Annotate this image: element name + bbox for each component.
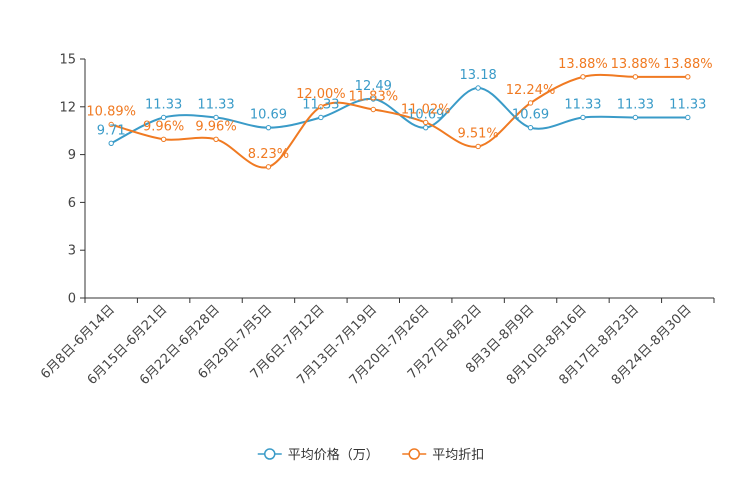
data-point: [108, 121, 114, 128]
y-tick-label: 12: [59, 100, 76, 115]
y-tick-label: 0: [68, 292, 76, 307]
data-point: [423, 119, 429, 126]
data-label: 9.96%: [143, 119, 184, 134]
data-point: [685, 114, 691, 121]
data-point: [370, 96, 376, 102]
legend-label: 平均价格（万）: [288, 447, 379, 463]
data-label: 13.18: [460, 68, 497, 83]
data-label: 11.83%: [349, 90, 399, 105]
data-point: [423, 124, 429, 131]
data-point: [318, 114, 324, 121]
data-point: [527, 124, 534, 131]
data-point: [213, 136, 219, 143]
data-label: 12.24%: [506, 83, 556, 98]
data-label: 11.33: [669, 97, 706, 112]
data-point: [632, 74, 639, 80]
legend-item-2[interactable]: 平均折扣: [402, 448, 484, 463]
data-point: [580, 74, 586, 80]
data-point: [160, 136, 167, 143]
data-label: 10.89%: [86, 104, 136, 119]
data-point: [632, 114, 639, 121]
data-label: 11.33: [302, 97, 339, 112]
data-labels-layer: 9.71 11.33 11.33 10.69 11.33 12.49 10.69 13.18 1…: [86, 57, 712, 162]
legend-marker-icon: [408, 448, 420, 460]
y-tick-label: 6: [68, 196, 76, 211]
data-label: 13.88%: [611, 57, 661, 72]
series-layer: [108, 73, 691, 170]
data-label: 10.69: [512, 108, 549, 123]
data-point: [475, 85, 481, 91]
data-label: 9.71: [97, 123, 126, 138]
data-point: [527, 100, 534, 106]
y-tick-label: 9: [68, 148, 76, 163]
data-point: [318, 104, 324, 110]
data-label: 11.33: [145, 97, 182, 112]
data-point: [265, 164, 272, 170]
data-point: [685, 74, 691, 80]
data-point: [370, 106, 376, 113]
data-point: [160, 114, 167, 121]
data-label: 13.88%: [558, 57, 608, 72]
data-label: 12.49: [355, 79, 392, 94]
data-label: 10.69: [250, 108, 287, 123]
data-label: 9.51%: [457, 126, 498, 141]
data-point: [108, 140, 114, 146]
data-label: 11.02%: [401, 102, 451, 117]
y-tick-label: 15: [59, 53, 76, 68]
data-point: [580, 114, 586, 121]
legend-item-1[interactable]: 平均价格（万）: [257, 447, 379, 463]
legend-marker-icon: [264, 448, 276, 460]
data-label: 11.33: [564, 97, 601, 112]
data-label: 10.69: [407, 108, 444, 123]
data-label: 11.33: [197, 97, 234, 112]
data-label: 8.23%: [248, 147, 289, 162]
data-label: 13.88%: [663, 57, 713, 72]
legend-label: 平均折扣: [432, 448, 484, 463]
data-label: 11.33: [617, 97, 654, 112]
data-label: 12.00%: [296, 87, 346, 102]
data-label: 9.96%: [195, 119, 236, 134]
data-point: [213, 114, 219, 121]
data-point: [265, 124, 272, 131]
legend: 平均价格（万） 平均折扣: [257, 447, 484, 463]
y-tick-label: 3: [68, 244, 76, 259]
data-point: [475, 143, 481, 150]
